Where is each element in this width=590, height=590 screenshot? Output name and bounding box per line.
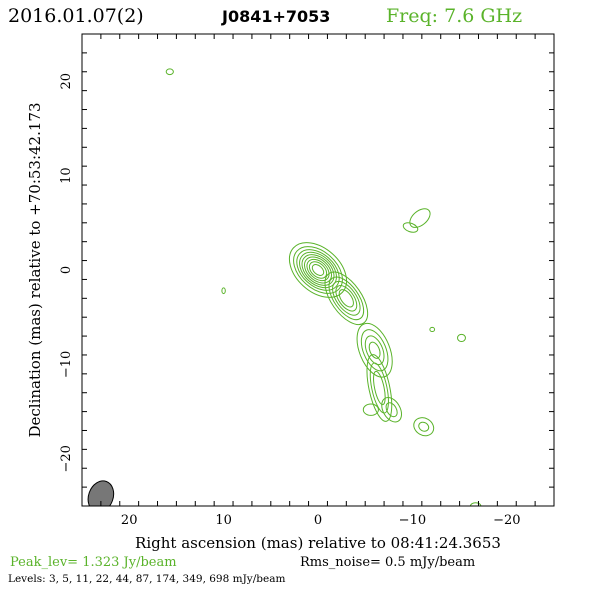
contour-knot-5-1 bbox=[418, 421, 430, 432]
contour-knot-4-0 bbox=[362, 403, 379, 416]
contour-knot-1-1 bbox=[360, 329, 389, 372]
contour-blob-e-0 bbox=[469, 502, 482, 506]
contour-core-4 bbox=[301, 254, 335, 286]
contour-core-2 bbox=[296, 249, 340, 291]
contour-inner-jet-0 bbox=[324, 271, 369, 326]
plot-frame bbox=[81, 33, 555, 507]
x-tick-label: 20 bbox=[121, 513, 138, 528]
contour-inner-jet-3 bbox=[335, 285, 358, 312]
frequency-label: Freq: 7.6 GHz bbox=[386, 5, 522, 27]
contour-inner-jet-1 bbox=[328, 276, 365, 321]
contour-core-0 bbox=[288, 242, 348, 298]
contour-knot-1-0 bbox=[356, 322, 393, 378]
contour-knot-3-0 bbox=[381, 397, 403, 423]
rms-noise: Rms_noise= 0.5 mJy/beam bbox=[300, 555, 475, 570]
contour-knot-2-1 bbox=[369, 362, 389, 414]
contour-north-blob-0 bbox=[409, 208, 431, 228]
contour-knot-3-1 bbox=[385, 402, 398, 418]
x-tick-label: −20 bbox=[493, 513, 520, 528]
contour-core-5 bbox=[303, 256, 333, 284]
contour-core-6 bbox=[306, 258, 330, 282]
source-name: J0841+7053 bbox=[221, 7, 330, 26]
contour-north-tail-0 bbox=[402, 222, 419, 233]
contour-core-8 bbox=[311, 264, 325, 276]
peak-level: Peak_lev= 1.323 Jy/beam bbox=[10, 555, 177, 570]
contour-knot-2-0 bbox=[366, 354, 393, 422]
contour-knot-1-2 bbox=[364, 335, 385, 366]
y-tick-label: −20 bbox=[59, 445, 74, 472]
contour-blob-a-0 bbox=[165, 68, 174, 76]
x-tick-label: 0 bbox=[314, 513, 322, 528]
contour-blob-c-0 bbox=[429, 326, 436, 333]
beam-ellipse bbox=[87, 480, 115, 506]
contour-inner-jet-2 bbox=[332, 280, 361, 316]
contour-levels: Levels: 3, 5, 11, 22, 44, 87, 174, 349, … bbox=[8, 573, 285, 585]
x-tick-label: 10 bbox=[215, 513, 232, 528]
y-tick-label: −10 bbox=[59, 351, 74, 378]
y-tick-label: 20 bbox=[59, 73, 74, 90]
contour-inner-jet-4 bbox=[338, 289, 354, 308]
x-axis-label: Right ascension (mas) relative to 08:41:… bbox=[135, 534, 501, 552]
y-tick-label: 10 bbox=[59, 167, 74, 184]
contour-core-7 bbox=[308, 261, 328, 279]
contour-knot-2-2 bbox=[373, 370, 386, 406]
y-axis-label: Declination (mas) relative to +70:53:42.… bbox=[26, 102, 44, 437]
contour-blob-b-0 bbox=[221, 287, 226, 295]
observation-date: 2016.01.07(2) bbox=[8, 5, 144, 27]
contour-blob-d-0 bbox=[457, 333, 466, 343]
y-tick-label: 0 bbox=[59, 266, 74, 274]
contour-knot-5-0 bbox=[413, 417, 435, 437]
x-tick-label: −10 bbox=[399, 513, 426, 528]
contour-core-1 bbox=[293, 246, 343, 294]
